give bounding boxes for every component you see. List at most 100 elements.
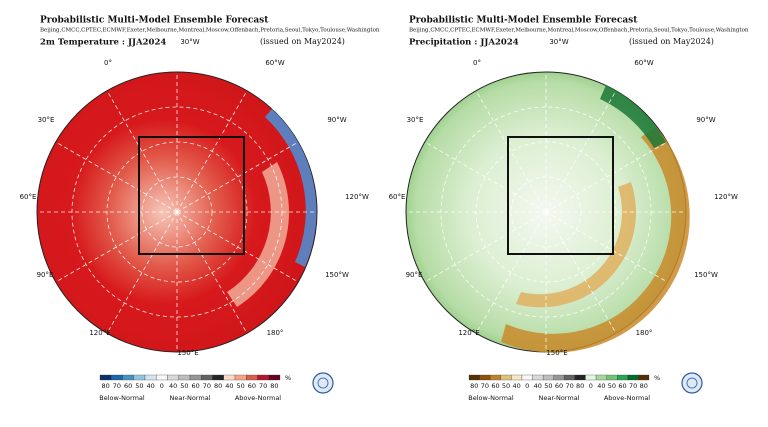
longitude-label: 30°W [549, 38, 568, 46]
meridian [55, 211, 178, 283]
colorbar-tick: 50 [544, 382, 552, 390]
longitude-label: 60°W [265, 59, 284, 67]
meridian [176, 211, 299, 283]
colorbar-tick: 50 [236, 382, 244, 390]
colorbar-tick: 70 [113, 382, 121, 390]
colorbar-swatch [257, 374, 269, 381]
logo [681, 372, 703, 394]
colorbar-swatch [111, 374, 123, 381]
meridian [545, 141, 668, 213]
longitude-label: 150°E [177, 349, 198, 357]
colorbar-tick: 50 [180, 382, 188, 390]
colorbar-tick: 80 [576, 382, 584, 390]
colorbar-tick: 70 [565, 382, 573, 390]
meridian [176, 211, 248, 334]
colorbar-unit: % [654, 374, 660, 382]
colorbar-swatch [246, 374, 258, 381]
colorbar-swatch [122, 374, 134, 381]
colorbar-tick: 40 [534, 382, 542, 390]
panel-title: Probabilistic Multi-Model Ensemble Forec… [40, 16, 269, 26]
colorbar-tick: 60 [124, 382, 132, 390]
colorbar-swatch [468, 374, 480, 381]
colorbar-swatch [564, 374, 576, 381]
panel-subtitle: Beijing,CMCC,CPTEC,ECMWF,Exeter,Melbourn… [409, 28, 749, 34]
wet-edge [600, 85, 666, 148]
colorbar-tick: 0 [160, 382, 164, 390]
longitude-label: 180° [636, 329, 653, 337]
colorbar-tick: 80 [470, 382, 478, 390]
longitude-label: 120°W [714, 193, 738, 201]
meridian [475, 211, 547, 334]
cold-edge [265, 109, 317, 267]
longitude-label: 90°W [696, 116, 715, 124]
colorbar-swatch [511, 374, 523, 381]
category-label: Above-Normal [235, 394, 281, 402]
colorbar-swatch [201, 374, 213, 381]
longitude-label: 0° [473, 59, 481, 67]
colorbar-tick: 40 [513, 382, 521, 390]
focus-box [507, 136, 614, 255]
meridian [424, 141, 547, 213]
colorbar-swatch [638, 374, 650, 381]
colorbar-tick: 40 [597, 382, 605, 390]
colorbar-swatch [542, 374, 554, 381]
colorbar-swatch [532, 374, 544, 381]
meridian [545, 211, 617, 334]
category-label: Below-Normal [468, 394, 514, 402]
longitude-label: 30°E [38, 116, 55, 124]
colorbar-swatch [156, 374, 168, 381]
category-label: Below-Normal [99, 394, 145, 402]
colorbar-tick: 70 [629, 382, 637, 390]
colorbar-swatch [585, 374, 597, 381]
colorbar-tick: 60 [248, 382, 256, 390]
category-label: Near-Normal [539, 394, 580, 402]
category-label: Near-Normal [170, 394, 211, 402]
colorbar-swatch [212, 374, 224, 381]
colorbar-tick: 40 [169, 382, 177, 390]
panel-title: Probabilistic Multi-Model Ensemble Forec… [409, 16, 638, 26]
colorbar-swatch [627, 374, 639, 381]
logo [312, 372, 334, 394]
longitude-label: 120°E [458, 329, 479, 337]
colorbar-swatch [595, 374, 607, 381]
colorbar-tick: 50 [135, 382, 143, 390]
focus-box [138, 136, 245, 255]
meridian [424, 211, 547, 283]
longitude-label: 30°E [407, 116, 424, 124]
colorbar-swatch [490, 374, 501, 381]
variable-label: Precipitation : JJA2024 [409, 38, 519, 48]
logo-globe [686, 377, 698, 389]
dry-band-inner [516, 182, 636, 308]
longitude-label: 120°W [345, 193, 369, 201]
colorbar-swatch [617, 374, 628, 381]
colorbar-tick: 60 [491, 382, 499, 390]
colorbar-swatch [521, 374, 533, 381]
issued-label: (issued on May2024) [629, 37, 714, 46]
colorbar-tick: 70 [259, 382, 267, 390]
longitude-label: 60°E [389, 193, 406, 201]
longitude-label: 90°E [406, 271, 423, 279]
longitude-label: 60°W [634, 59, 653, 67]
colorbar-swatch [223, 374, 236, 381]
colorbar-swatch [189, 374, 202, 381]
colorbar-swatch [479, 374, 491, 381]
colorbar-swatch [574, 374, 586, 381]
longitude-label: 90°W [327, 116, 346, 124]
colorbar-tick: 60 [555, 382, 563, 390]
map-panel: Probabilistic Multi-Model Ensemble Forec… [389, 16, 749, 403]
colorbar-swatch [167, 374, 179, 381]
variable-label: 2m Temperature : JJA2024 [40, 38, 166, 48]
longitude-label: 0° [104, 59, 112, 67]
longitude-label: 150°W [694, 271, 718, 279]
colorbar-swatch [553, 374, 565, 381]
colorbar-tick: 0 [589, 382, 593, 390]
colorbar-swatch [500, 374, 512, 381]
colorbar-tick: 60 [618, 382, 626, 390]
colorbar-tick: 50 [608, 382, 616, 390]
colorbar-swatch [234, 374, 247, 381]
colorbar-tick: 80 [640, 382, 648, 390]
meridian [545, 90, 617, 213]
meridian [106, 90, 178, 213]
colorbar-tick: 60 [191, 382, 199, 390]
